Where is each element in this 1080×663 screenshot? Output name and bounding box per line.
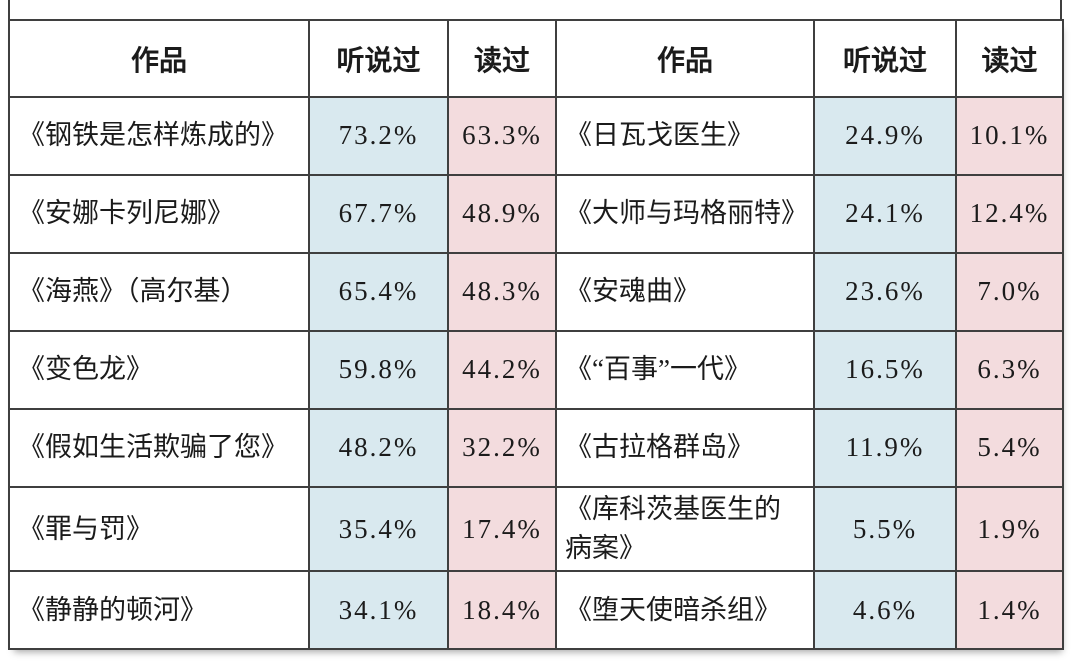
read-pct-cell: 1.9% [955,485,1064,573]
work-cell: 《大师与玛格丽特》 [555,174,815,254]
heard-pct-cell: 59.8% [308,330,449,410]
read-pct-cell: 10.1% [955,96,1064,176]
read-pct-cell: 1.4% [955,570,1064,651]
cropped-row-strip [8,0,1062,19]
read-pct-cell: 17.4% [447,485,557,573]
table-row: 《罪与罚》 35.4% 17.4% 《库科茨基医生的病案》 5.5% 1.9% [8,485,1064,573]
read-pct-cell: 6.3% [955,330,1064,410]
work-cell: 《堕天使暗杀组》 [555,570,815,651]
col-header-work-left: 作品 [8,19,310,98]
col-header-read-right: 读过 [955,19,1064,98]
survey-table: 作品 听说过 读过 作品 听说过 读过 《钢铁是怎样炼成的》 73.2% 63.… [8,19,1064,651]
heard-pct-cell: 34.1% [308,570,449,651]
heard-pct-cell: 4.6% [813,570,957,651]
read-pct-cell: 32.2% [447,408,557,488]
heard-pct-cell: 48.2% [308,408,449,488]
work-cell: 《海燕》（高尔基） [8,252,310,332]
heard-pct-cell: 23.6% [813,252,957,332]
table-row: 《钢铁是怎样炼成的》 73.2% 63.3% 《日瓦戈医生》 24.9% 10.… [8,96,1064,176]
read-pct-cell: 18.4% [447,570,557,651]
read-pct-cell: 48.9% [447,174,557,254]
survey-table-sheet: 作品 听说过 读过 作品 听说过 读过 《钢铁是怎样炼成的》 73.2% 63.… [8,0,1064,651]
work-cell: 《安娜卡列尼娜》 [8,174,310,254]
work-cell: 《假如生活欺骗了您》 [8,408,310,488]
heard-pct-cell: 35.4% [308,485,449,573]
col-header-work-right: 作品 [555,19,815,98]
heard-pct-cell: 5.5% [813,485,957,573]
heard-pct-cell: 65.4% [308,252,449,332]
work-cell: 《变色龙》 [8,330,310,410]
read-pct-cell: 5.4% [955,408,1064,488]
table-row: 《假如生活欺骗了您》 48.2% 32.2% 《古拉格群岛》 11.9% 5.4… [8,408,1064,488]
table-row: 《安娜卡列尼娜》 67.7% 48.9% 《大师与玛格丽特》 24.1% 12.… [8,174,1064,254]
work-cell: 《钢铁是怎样炼成的》 [8,96,310,176]
work-cell: 《罪与罚》 [8,485,310,573]
read-pct-cell: 7.0% [955,252,1064,332]
read-pct-cell: 48.3% [447,252,557,332]
col-header-heard-left: 听说过 [308,19,449,98]
table-row: 《海燕》（高尔基） 65.4% 48.3% 《安魂曲》 23.6% 7.0% [8,252,1064,332]
col-header-read-left: 读过 [447,19,557,98]
read-pct-cell: 63.3% [447,96,557,176]
work-cell: 《静静的顿河》 [8,570,310,651]
heard-pct-cell: 73.2% [308,96,449,176]
heard-pct-cell: 67.7% [308,174,449,254]
work-cell: 《库科茨基医生的病案》 [555,485,815,573]
table-row: 《变色龙》 59.8% 44.2% 《“百事”一代》 16.5% 6.3% [8,330,1064,410]
work-cell: 《古拉格群岛》 [555,408,815,488]
heard-pct-cell: 16.5% [813,330,957,410]
col-header-heard-right: 听说过 [813,19,957,98]
work-cell: 《“百事”一代》 [555,330,815,410]
heard-pct-cell: 24.1% [813,174,957,254]
table-row: 《静静的顿河》 34.1% 18.4% 《堕天使暗杀组》 4.6% 1.4% [8,570,1064,651]
read-pct-cell: 12.4% [955,174,1064,254]
heard-pct-cell: 11.9% [813,408,957,488]
heard-pct-cell: 24.9% [813,96,957,176]
work-cell: 《安魂曲》 [555,252,815,332]
work-cell: 《日瓦戈医生》 [555,96,815,176]
read-pct-cell: 44.2% [447,330,557,410]
header-row: 作品 听说过 读过 作品 听说过 读过 [8,19,1064,98]
